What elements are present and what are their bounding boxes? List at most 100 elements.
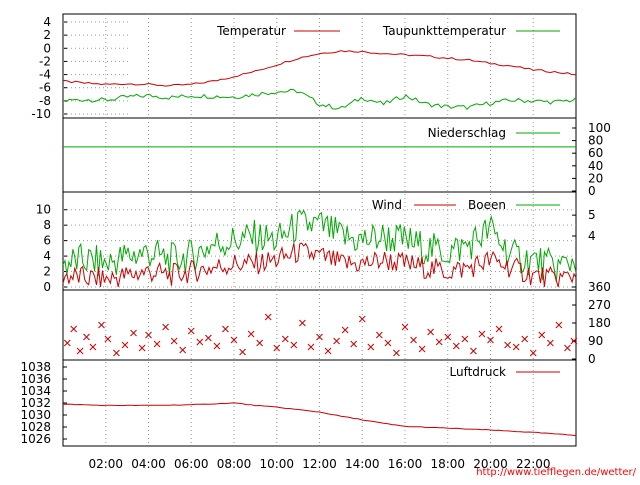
wind-direction-point (452, 342, 460, 350)
series-line-temperatur (62, 50, 577, 87)
wind-direction-point (538, 331, 546, 339)
y-tick-label: -6 (39, 81, 51, 95)
y-tick-label: 1026 (20, 432, 51, 446)
y-tick-label: 0 (43, 280, 51, 294)
x-tick-label: 20:00 (473, 457, 508, 471)
wind-direction-point (113, 349, 120, 357)
y-right-tick-label: 360 (588, 280, 611, 294)
wind-direction-point (478, 330, 486, 338)
wind-direction-point (350, 340, 358, 348)
y-right-tick-label: 90 (588, 334, 603, 348)
wind-direction-point (555, 321, 563, 329)
wind-direction-point (281, 335, 289, 343)
wind-direction-point (570, 337, 578, 345)
wind-direction-point (230, 336, 238, 344)
legend-label: Wind (372, 198, 402, 212)
wind-direction-point (324, 347, 332, 355)
y-tick-label: 1036 (20, 372, 51, 386)
x-tick-label: 14:00 (345, 457, 380, 471)
y-right-tick-label: 180 (588, 316, 611, 330)
wind-direction-point (162, 323, 169, 331)
wind-direction-point (333, 337, 340, 345)
x-tick-label: 18:00 (430, 457, 465, 471)
wind-direction-point (384, 339, 392, 347)
x-tick-label: 22:00 (516, 457, 551, 471)
wind-direction-point (196, 338, 204, 346)
x-tick-label: 08:00 (217, 457, 252, 471)
y-tick-label: 4 (43, 249, 51, 263)
wind-direction-point (427, 328, 435, 336)
wind-direction-point (76, 347, 84, 355)
wind-direction-point (213, 342, 221, 350)
y-right-tick-label: 5 (588, 208, 596, 222)
wind-direction-point (487, 336, 494, 344)
y-tick-label: 2 (43, 28, 51, 42)
y-tick-label: 4 (43, 15, 51, 29)
wind-direction-point (470, 347, 477, 355)
y-right-tick-label: 20 (588, 171, 603, 185)
series-line-taupunkttemperatur (62, 88, 577, 111)
wind-direction-point (375, 331, 383, 339)
wind-direction-point (299, 319, 306, 327)
y-tick-label: -4 (39, 68, 51, 82)
y-right-tick-label: 0 (588, 184, 596, 198)
wind-direction-point (145, 331, 152, 339)
wind-direction-point (521, 335, 529, 343)
wind-direction-point (187, 327, 195, 335)
wind-direction-point (512, 343, 520, 351)
y-tick-label: 6 (43, 234, 51, 248)
wind-direction-point (98, 321, 105, 329)
wind-direction-point (495, 325, 503, 333)
wind-direction-point (153, 340, 161, 348)
wind-direction-point (564, 344, 571, 352)
series-line-luftdruck (62, 402, 577, 437)
wind-direction-point (170, 337, 178, 345)
legend-label: Niederschlag (428, 126, 506, 140)
legend-label: Boeen (468, 198, 506, 212)
wind-direction-point (435, 338, 443, 346)
wind-direction-point (546, 339, 554, 347)
wind-direction-point (138, 344, 146, 352)
y-tick-label: 1034 (20, 384, 51, 398)
y-tick-label: 1038 (20, 360, 51, 374)
x-tick-label: 12:00 (302, 457, 337, 471)
y-tick-label: 0 (43, 41, 51, 55)
wind-direction-point (307, 343, 315, 351)
wind-direction-point (204, 334, 212, 342)
credit-url: http://www.tiefflegen.de/wetter/ (476, 467, 636, 478)
legend-label: Taupunkttemperatur (382, 24, 506, 38)
y-right-tick-label: 40 (588, 159, 603, 173)
wind-direction-point (316, 333, 323, 341)
wind-direction-point (341, 326, 349, 334)
y-tick-label: 1028 (20, 420, 51, 434)
wind-direction-point (121, 341, 129, 349)
wind-direction-point (367, 343, 375, 351)
x-tick-label: 10:00 (259, 457, 294, 471)
y-tick-label: 2 (43, 265, 51, 279)
y-right-tick-label: 60 (588, 146, 603, 160)
legend-label: Luftdruck (449, 365, 506, 379)
y-tick-label: 1032 (20, 396, 51, 410)
wind-direction-point (70, 325, 78, 333)
y-tick-label: -8 (39, 94, 51, 108)
wind-direction-point (239, 348, 246, 356)
wind-direction-point (273, 344, 281, 352)
y-tick-label: 10 (36, 203, 51, 217)
y-tick-label: -2 (39, 54, 51, 68)
wind-direction-point (290, 341, 298, 349)
wind-direction-point (418, 345, 426, 353)
y-tick-label: 1030 (20, 408, 51, 422)
x-tick-label: 04:00 (131, 457, 166, 471)
y-right-tick-label: 4 (588, 229, 596, 243)
wind-direction-point (504, 341, 511, 349)
y-right-tick-label: 80 (588, 134, 603, 148)
wind-direction-point (444, 333, 452, 341)
wind-direction-point (89, 343, 97, 351)
x-tick-label: 02:00 (88, 457, 123, 471)
x-tick-label: 06:00 (174, 457, 209, 471)
wind-direction-point (264, 313, 272, 321)
wind-direction-point (247, 330, 255, 338)
y-right-tick-label: 100 (588, 121, 611, 135)
